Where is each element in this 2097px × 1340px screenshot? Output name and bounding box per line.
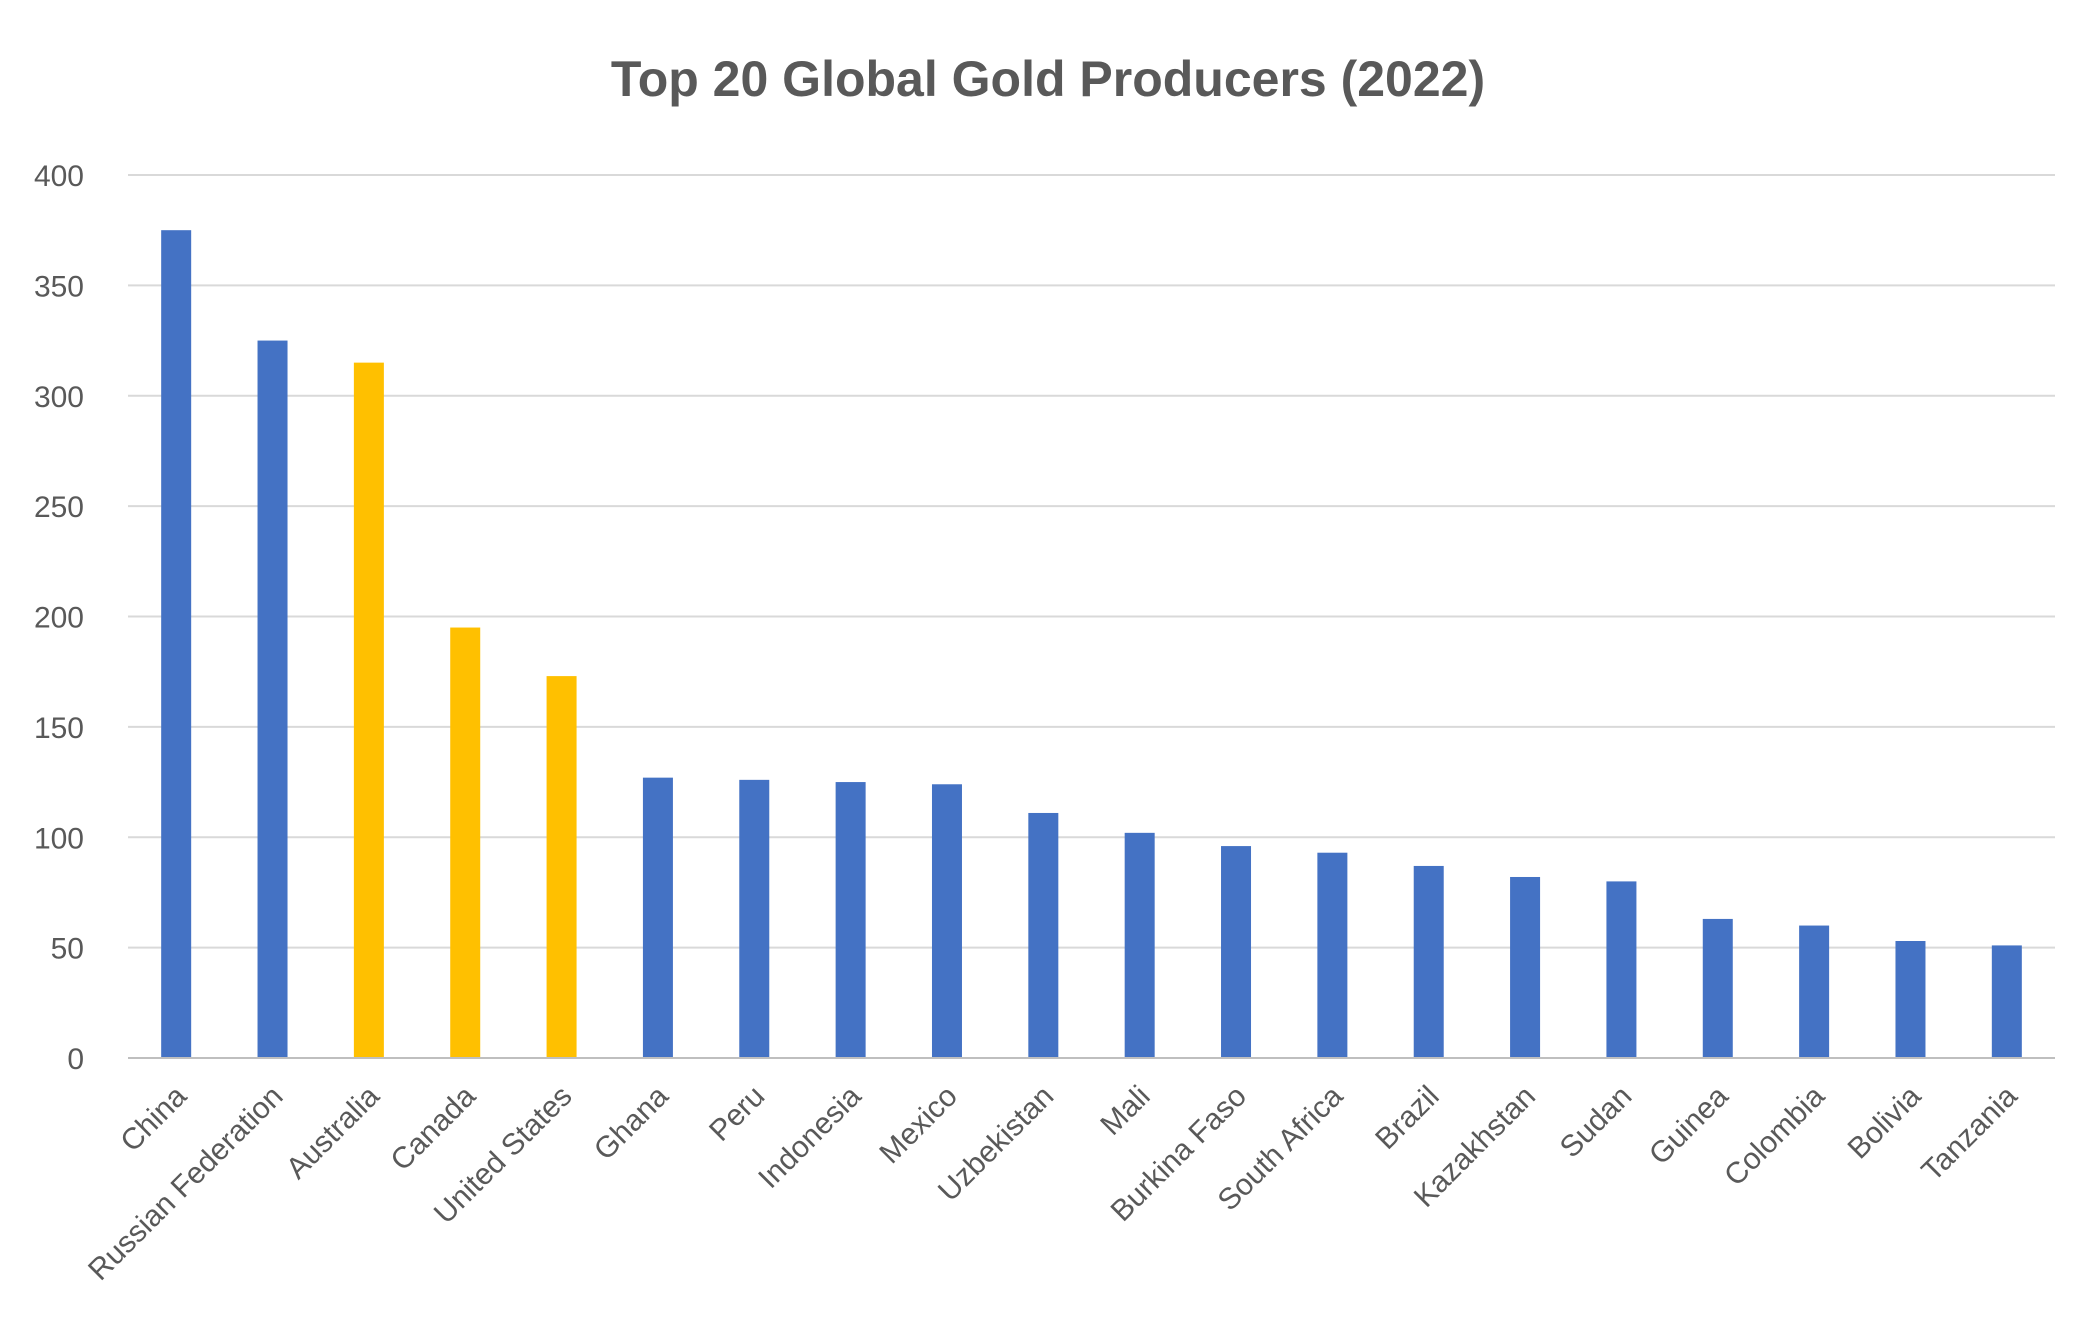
chart-title: Top 20 Global Gold Producers (2022) (611, 51, 1485, 107)
x-tick-label: China (114, 1079, 193, 1158)
x-tick-label: Peru (703, 1080, 771, 1148)
bar-bolivia (1895, 941, 1926, 1058)
x-tick-label: Colombia (1718, 1079, 1831, 1192)
y-tick-label: 50 (51, 933, 84, 966)
bar-indonesia (835, 782, 866, 1058)
x-tick-label: Australia (280, 1079, 386, 1185)
bar-tanzania (1991, 945, 2022, 1058)
bars (161, 230, 2022, 1058)
y-tick-label: 350 (34, 270, 84, 303)
bar-china (161, 230, 192, 1058)
y-axis-ticks: 0 50 100 150 200 250 300 350 400 (34, 160, 84, 1076)
x-tick-label: Brazil (1369, 1080, 1445, 1156)
bar-russian-federation (257, 340, 288, 1058)
x-tick-label: Mexico (873, 1080, 964, 1171)
bar-australia (353, 362, 384, 1058)
x-tick-label: Canada (385, 1079, 483, 1177)
bar-mexico (931, 784, 962, 1058)
x-tick-label: Indonesia (752, 1079, 868, 1195)
x-tick-label: Sudan (1554, 1080, 1639, 1165)
y-tick-label: 100 (34, 822, 84, 855)
x-tick-label: Russian Federation (82, 1080, 289, 1287)
y-tick-label: 200 (34, 602, 84, 635)
bar-guinea (1702, 918, 1733, 1058)
bar-south-africa (1317, 852, 1348, 1058)
bar-ghana (642, 777, 673, 1058)
bar-united-states (546, 676, 577, 1058)
bar-uzbekistan (1028, 812, 1059, 1058)
y-tick-label: 150 (34, 712, 84, 745)
bar-kazakhstan (1510, 876, 1541, 1058)
x-tick-label: Mali (1094, 1080, 1156, 1142)
bar-peru (739, 779, 770, 1058)
bar-mali (1124, 832, 1155, 1058)
gridlines (128, 174, 2055, 949)
y-tick-label: 250 (34, 491, 84, 524)
y-tick-label: 0 (67, 1043, 84, 1076)
bar-brazil (1413, 865, 1444, 1058)
bar-burkina-faso (1221, 846, 1252, 1058)
bar-canada (450, 627, 481, 1058)
x-tick-label: Ghana (588, 1079, 675, 1166)
x-tick-label: Guinea (1643, 1079, 1735, 1171)
y-tick-label: 400 (34, 160, 84, 193)
bar-colombia (1799, 925, 1830, 1058)
x-tick-label: Bolivia (1842, 1079, 1928, 1165)
bar-sudan (1606, 881, 1637, 1058)
x-tick-label: Tanzania (1916, 1079, 2024, 1187)
y-tick-label: 300 (34, 381, 84, 414)
